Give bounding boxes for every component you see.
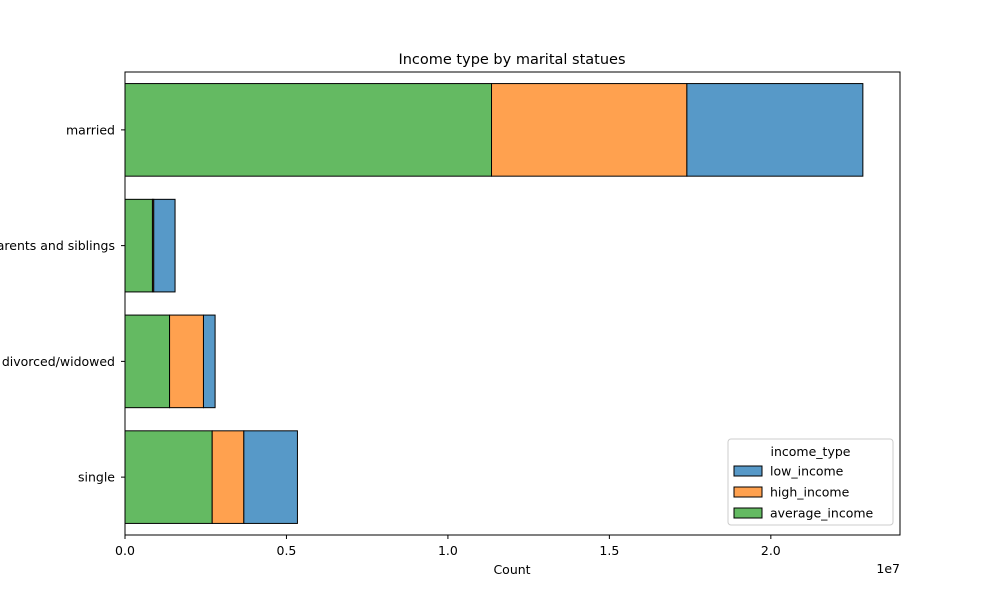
- legend-swatch-low_income: [733, 465, 763, 477]
- plot-area: married lives with parents and siblings di…: [0, 71, 901, 558]
- axes-frame: [124, 71, 901, 536]
- x-tick-label: 1.0: [438, 543, 458, 558]
- y-tick-label: lives with parents and siblings: [0, 238, 115, 253]
- x-tick-label: 2.0: [761, 543, 781, 558]
- legend-swatch-high_income: [733, 486, 763, 498]
- legend-box: [727, 438, 894, 526]
- x-tick-label: 0.0: [115, 543, 135, 558]
- bar-average_income-1: [124, 198, 153, 293]
- bar-average_income-3: [124, 430, 213, 524]
- bar-average_income-0: [124, 83, 493, 177]
- x-axis-label: Count: [493, 562, 530, 577]
- chart-title: Income type by marital statues: [398, 52, 625, 68]
- x-tick-label: 0.5: [277, 543, 297, 558]
- legend-entry-average_income: average_income: [770, 506, 874, 521]
- bar-average_income-2: [124, 314, 171, 409]
- bar-low_income-2: [202, 314, 216, 409]
- legend: income_type low_income high_income average_…: [727, 438, 894, 526]
- x-tick-label: 1.5: [599, 543, 619, 558]
- y-tick-label: single: [78, 470, 115, 485]
- legend-title: income_type: [771, 444, 851, 459]
- legend-entry-high_income: high_income: [770, 485, 850, 500]
- y-tick-label: married: [66, 122, 115, 137]
- x-axis-scale-label: 1e7: [876, 561, 900, 576]
- legend-entry-low_income: low_income: [770, 464, 844, 479]
- bar-low_income-1: [153, 198, 176, 293]
- bar-low_income-0: [686, 83, 864, 177]
- bar-high_income-2: [169, 314, 204, 409]
- y-tick-label: divorced/widowed: [2, 354, 115, 369]
- legend-swatch-average_income: [733, 507, 763, 519]
- bar-high_income-3: [211, 430, 245, 524]
- bar-low_income-3: [243, 430, 298, 524]
- bar-high_income-0: [491, 83, 688, 177]
